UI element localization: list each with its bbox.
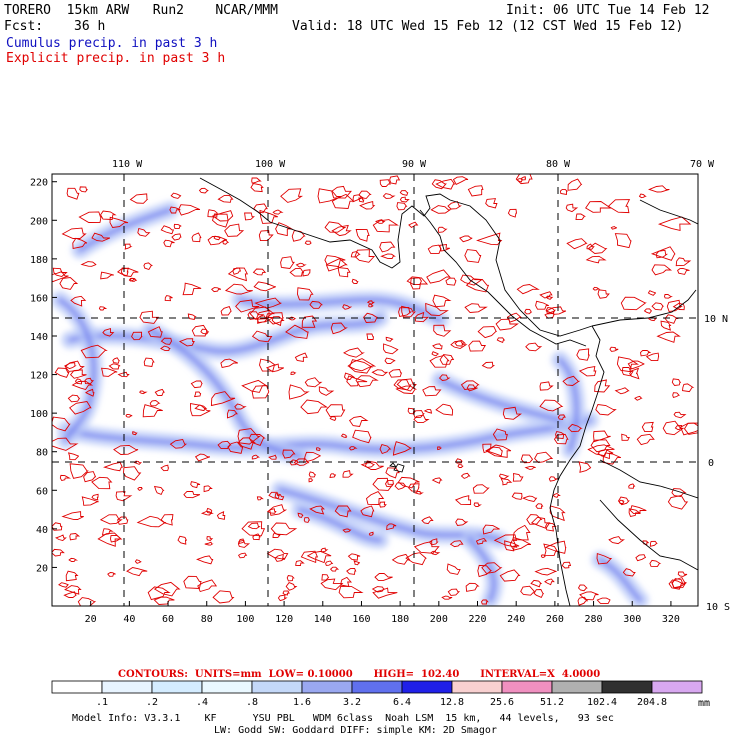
- legend-label: 6.4: [393, 697, 411, 708]
- lon-label: 90 W: [402, 159, 427, 170]
- x-tick-label: 60: [162, 614, 174, 625]
- lat-label: 0: [708, 458, 714, 469]
- legend-swatch: [101, 680, 153, 694]
- y-tick-label: 120: [30, 371, 48, 382]
- x-tick-label: 120: [275, 614, 293, 625]
- y-axis: 220 200 180 160 140 120 100 80 60 40 20: [30, 178, 57, 574]
- y-tick-label: 140: [30, 332, 48, 343]
- x-tick-label: 280: [585, 614, 603, 625]
- legend-label: 204.8: [637, 697, 667, 708]
- cumulus-precip-shading: [52, 201, 649, 606]
- x-tick-label: 240: [507, 614, 525, 625]
- latitude-labels: 10 N 0 10 S: [704, 314, 730, 613]
- lon-label: 110 W: [112, 159, 143, 170]
- x-tick-label: 300: [623, 614, 641, 625]
- legend-label: .4: [196, 697, 208, 708]
- legend-label: 25.6: [490, 697, 514, 708]
- legend-unit: mm: [698, 698, 710, 709]
- legend-label: .2: [146, 697, 158, 708]
- legend-label: 102.4: [587, 697, 617, 708]
- legend-label: .8: [246, 697, 258, 708]
- forecast-hour: 36 h: [74, 19, 106, 34]
- x-tick-label: 140: [314, 614, 332, 625]
- lon-label: 70 W: [690, 159, 715, 170]
- x-tick-label: 180: [391, 614, 409, 625]
- x-tick-label: 40: [123, 614, 135, 625]
- y-tick-label: 40: [36, 525, 48, 536]
- y-tick-label: 80: [36, 448, 48, 459]
- x-tick-label: 80: [201, 614, 213, 625]
- init-time: Init: 06 UTC Tue 14 Feb 12: [506, 3, 710, 18]
- legend-labels: .1 .2 .4 .8 1.6 3.2 6.4 12.8 25.6 51.2 102.4 204.8: [96, 697, 667, 708]
- legend-label: 3.2: [343, 697, 361, 708]
- x-tick-label: 320: [662, 614, 680, 625]
- y-tick-label: 220: [30, 178, 48, 189]
- x-tick-label: 160: [352, 614, 370, 625]
- y-tick-label: 100: [30, 409, 48, 420]
- explicit-label: Explicit precip. in past 3 h: [6, 51, 226, 66]
- x-tick-label: 200: [430, 614, 448, 625]
- y-tick-label: 200: [30, 216, 48, 227]
- legend-swatch: [351, 680, 403, 694]
- contours-units: UNITS=mm: [194, 669, 262, 680]
- x-tick-label: 220: [468, 614, 486, 625]
- map-frame: [51, 173, 699, 607]
- coastlines: [199, 177, 698, 606]
- legend-swatch: [201, 680, 253, 694]
- lon-label: 100 W: [255, 159, 286, 170]
- legend-swatch: [501, 680, 553, 694]
- legend-swatch: [451, 680, 503, 694]
- y-tick-label: 60: [36, 486, 48, 497]
- legend-swatch: [601, 680, 653, 694]
- legend-swatch: [551, 680, 603, 694]
- legend-label: 51.2: [540, 697, 564, 708]
- legend-swatch: [301, 680, 353, 694]
- lon-label: 80 W: [546, 159, 571, 170]
- model-title: TORERO 15km ARW Run2 NCAR/MMM: [4, 3, 278, 18]
- legend-colorbar: [51, 680, 703, 694]
- legend-label: 12.8: [440, 697, 464, 708]
- x-tick-label: 20: [85, 614, 97, 625]
- model-info: Model Info: V3.3.1 KF YSU PBL WDM 6class…: [72, 713, 614, 724]
- contours-info: CONTOURS: UNITS=mm LOW= 0.10000 HIGH= 10…: [118, 669, 600, 680]
- legend-swatch: [651, 680, 703, 694]
- x-axis: 20 40 60 80 100 120 140 160 180 200 220 240 260 280 30…: [85, 601, 680, 625]
- legend-label: 1.6: [293, 697, 311, 708]
- x-tick-label: 260: [546, 614, 564, 625]
- legend-swatch: [51, 680, 103, 694]
- valid-time: Valid: 18 UTC Wed 15 Feb 12 (12 CST Wed …: [292, 19, 684, 34]
- lat-label: 10 S: [706, 602, 730, 613]
- explicit-precip-contours: [52, 174, 698, 606]
- legend-swatch: [151, 680, 203, 694]
- contours-low: LOW= 0.10000: [268, 669, 353, 680]
- y-tick-label: 160: [30, 293, 48, 304]
- legend-swatch: [401, 680, 453, 694]
- physics-info: LW: Godd SW: Goddard DIFF: simple KM: 2D…: [214, 725, 497, 736]
- cumulus-label: Cumulus precip. in past 3 h: [6, 36, 218, 51]
- legend-label: .1: [96, 697, 108, 708]
- forecast-label: Fcst:: [4, 19, 44, 34]
- legend-swatch: [251, 680, 303, 694]
- graticule: [52, 174, 698, 606]
- y-tick-label: 180: [30, 255, 48, 266]
- map-area: [52, 174, 698, 606]
- contours-label: CONTOURS:: [118, 669, 188, 680]
- contours-interval: INTERVAL=X 4.0000: [480, 669, 601, 680]
- contours-high: HIGH= 102.40: [373, 669, 460, 680]
- y-tick-label: 20: [36, 563, 48, 574]
- lat-label: 10 N: [704, 314, 728, 325]
- x-tick-label: 100: [236, 614, 254, 625]
- longitude-labels: 110 W 100 W 90 W 80 W 70 W: [112, 159, 715, 170]
